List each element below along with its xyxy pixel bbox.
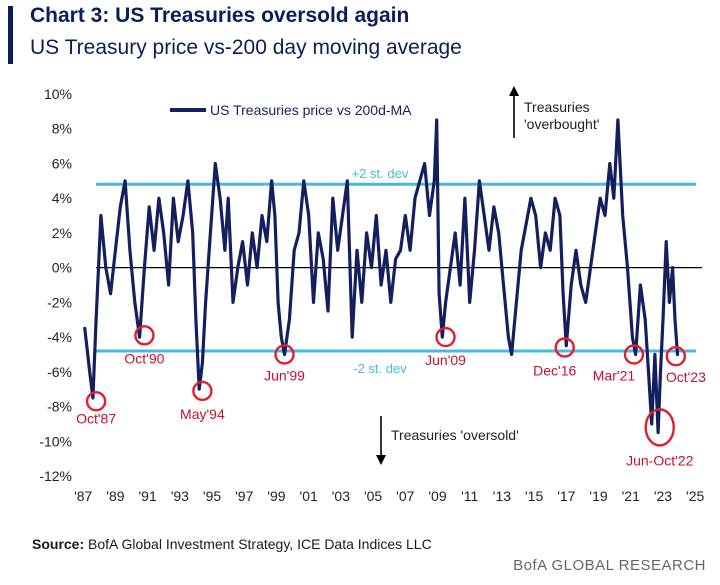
annotation-label: Oct'23 — [666, 369, 706, 385]
y-tick-label: 4% — [52, 190, 72, 206]
x-tick-label: '19 — [589, 488, 607, 504]
oversold-note: Treasuries 'oversold' — [391, 427, 519, 443]
reference-label-plus-2sd: +2 st. dev — [352, 166, 409, 181]
chart-text-layer: US Treasuries price vs 200d-MA +2 st. dev… — [76, 86, 706, 468]
x-tick-label: '21 — [622, 488, 640, 504]
overbought-note-line: 'overbought' — [524, 116, 599, 132]
x-tick-label: '15 — [525, 488, 543, 504]
series-layer — [83, 118, 680, 435]
annotation-markers-layer — [85, 325, 687, 447]
annotation-marker — [85, 391, 107, 412]
oversold-arrow-head — [376, 455, 386, 465]
annotation-label: Jun-Oct'22 — [626, 452, 693, 468]
x-tick-label: '13 — [493, 488, 511, 504]
y-tick-label: 2% — [52, 225, 72, 241]
x-tick-label: '25 — [686, 488, 704, 504]
source-line: Source: BofA Global Investment Strategy,… — [32, 536, 432, 552]
y-tick-label: -8% — [47, 399, 72, 415]
source-text: BofA Global Investment Strategy, ICE Dat… — [88, 536, 432, 552]
y-tick-label: -4% — [47, 329, 72, 345]
x-tick-label: '05 — [364, 488, 382, 504]
annotation-marker — [644, 408, 675, 447]
y-tick-label: 6% — [52, 155, 72, 171]
axes-layer: 10% 8% 6% 4% 2% 0% -2% -4% -6% -8% -10% -12%'87 '89 '… — [39, 86, 704, 504]
x-tick-label: '23 — [654, 488, 672, 504]
annotation-marker — [623, 344, 645, 365]
annotation-label: Oct'87 — [76, 410, 116, 426]
overbought-note: Treasuries'overbought' — [524, 99, 599, 132]
chart-subtitle: US Treasury price vs-200 day moving aver… — [30, 36, 462, 59]
legend-label: US Treasuries price vs 200d-MA — [210, 102, 412, 118]
y-tick-label: 8% — [52, 121, 72, 137]
y-tick-label: 0% — [52, 260, 72, 276]
x-tick-label: '97 — [235, 488, 253, 504]
brand-footer: BofA GLOBAL RESEARCH — [513, 557, 706, 574]
x-tick-label: '91 — [139, 488, 157, 504]
x-tick-label: '11 — [461, 488, 478, 504]
y-tick-label: -12% — [39, 468, 72, 484]
title-accent-bar — [8, 6, 13, 64]
y-tick-label: -10% — [39, 433, 72, 449]
source-label: Source: — [32, 536, 85, 552]
reference-lines-layer — [96, 182, 702, 353]
overbought-arrow-head — [509, 86, 519, 96]
annotation-label: Oct'90 — [124, 350, 164, 366]
y-tick-label: -6% — [47, 364, 72, 380]
annotation-marker — [554, 337, 575, 358]
annotation-label: Dec'16 — [533, 363, 576, 379]
chart-title: Chart 3: US Treasuries oversold again — [30, 4, 410, 27]
annotation-label: Jun'99 — [264, 367, 305, 383]
annotation-marker — [435, 326, 456, 348]
annotation-label: Mar'21 — [593, 367, 636, 383]
annotation-label: May'94 — [180, 406, 225, 422]
x-tick-label: '99 — [267, 488, 285, 504]
x-tick-label: '87 — [74, 488, 92, 504]
x-tick-label: '01 — [300, 488, 318, 504]
reference-label-minus-2sd: -2 st. dev — [353, 361, 407, 376]
annotation-marker — [134, 325, 155, 346]
x-tick-label: '93 — [171, 488, 189, 504]
y-tick-label: 10% — [44, 86, 72, 102]
x-tick-label: '07 — [396, 488, 414, 504]
annotation-label: Jun'09 — [425, 352, 466, 368]
annotation-marker — [192, 380, 213, 402]
annotation-marker — [274, 344, 295, 365]
annotation-marker — [665, 345, 687, 367]
series-line — [83, 118, 680, 435]
x-tick-label: '89 — [106, 488, 124, 504]
x-tick-label: '03 — [332, 488, 350, 504]
x-tick-label: '17 — [557, 488, 575, 504]
x-tick-label: '09 — [428, 488, 446, 504]
x-tick-label: '95 — [203, 488, 221, 504]
overbought-note-line: Treasuries — [524, 99, 590, 115]
y-tick-label: -2% — [47, 294, 72, 310]
